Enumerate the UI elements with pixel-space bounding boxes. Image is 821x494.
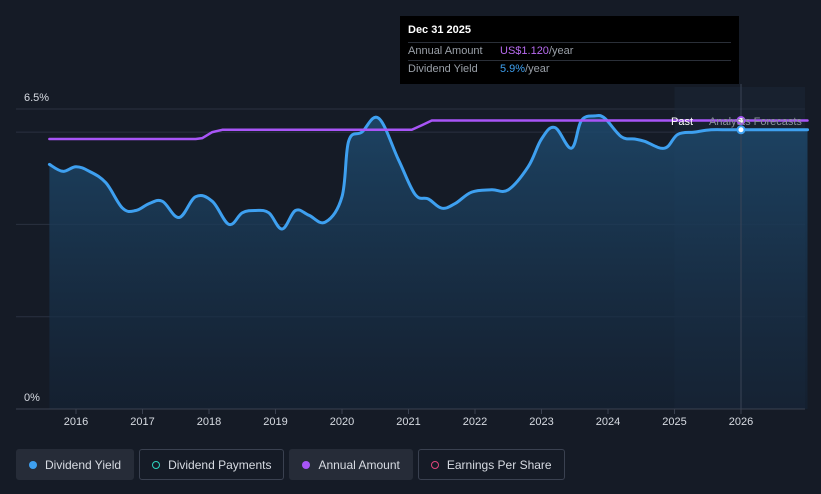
chart-tooltip: Dec 31 2025 Annual Amount US$1.120 /year… bbox=[400, 16, 739, 84]
forecast-label: Analysts Forecasts bbox=[709, 116, 802, 128]
tooltip-label: Dividend Yield bbox=[408, 63, 478, 75]
tooltip-date: Dec 31 2025 bbox=[408, 24, 471, 36]
legend-label: Earnings Per Share bbox=[446, 457, 552, 472]
x-tick-label: 2017 bbox=[130, 416, 154, 428]
legend-earnings-per-share[interactable]: Earnings Per Share bbox=[417, 449, 565, 480]
legend-ring-icon bbox=[152, 460, 161, 469]
x-tick-label: 2024 bbox=[596, 416, 620, 428]
x-tick-label: 2021 bbox=[396, 416, 420, 428]
x-tick-label: 2022 bbox=[463, 416, 487, 428]
x-tick-label: 2016 bbox=[64, 416, 88, 428]
dividend-yield-area bbox=[49, 115, 808, 409]
legend-dot-icon bbox=[29, 460, 37, 469]
y-axis-top-label: 6.5% bbox=[24, 92, 49, 104]
legend-label: Dividend Payments bbox=[168, 457, 272, 472]
chart-legend: Dividend Yield Dividend Payments Annual … bbox=[16, 449, 565, 480]
x-tick-label: 2020 bbox=[330, 416, 354, 428]
legend-dividend-yield[interactable]: Dividend Yield bbox=[16, 449, 135, 480]
tooltip-value: 5.9% bbox=[500, 63, 526, 75]
dividend-yield-marker bbox=[736, 125, 746, 135]
x-tick-label: 2026 bbox=[729, 416, 753, 428]
dividend-yield-line bbox=[47, 113, 809, 231]
tooltip-row-dividend-yield: Dividend Yield 5.9% /year bbox=[408, 60, 731, 78]
tooltip-label: Annual Amount bbox=[408, 45, 483, 57]
annual-amount-marker bbox=[736, 116, 746, 126]
legend-label: Annual Amount bbox=[318, 457, 400, 472]
x-tick-label: 2018 bbox=[197, 416, 221, 428]
y-axis-bottom-label: 0% bbox=[24, 392, 40, 404]
x-tick-label: 2019 bbox=[263, 416, 287, 428]
legend-label: Dividend Yield bbox=[45, 457, 122, 472]
annual-amount-line bbox=[48, 119, 809, 141]
tooltip-unit: /year bbox=[548, 45, 574, 57]
tooltip-row-annual-amount: Annual Amount US$1.120 /year bbox=[408, 42, 731, 60]
legend-dot-icon bbox=[302, 460, 311, 469]
legend-dividend-payments[interactable]: Dividend Payments bbox=[139, 449, 285, 480]
legend-ring-icon bbox=[430, 460, 439, 469]
tooltip-unit: /year bbox=[525, 63, 550, 75]
legend-annual-amount[interactable]: Annual Amount bbox=[289, 449, 413, 480]
past-label: Past bbox=[671, 116, 693, 128]
x-tick-label: 2023 bbox=[529, 416, 553, 428]
x-tick-label: 2025 bbox=[662, 416, 686, 428]
tooltip-value: US$1.120 bbox=[500, 45, 549, 57]
